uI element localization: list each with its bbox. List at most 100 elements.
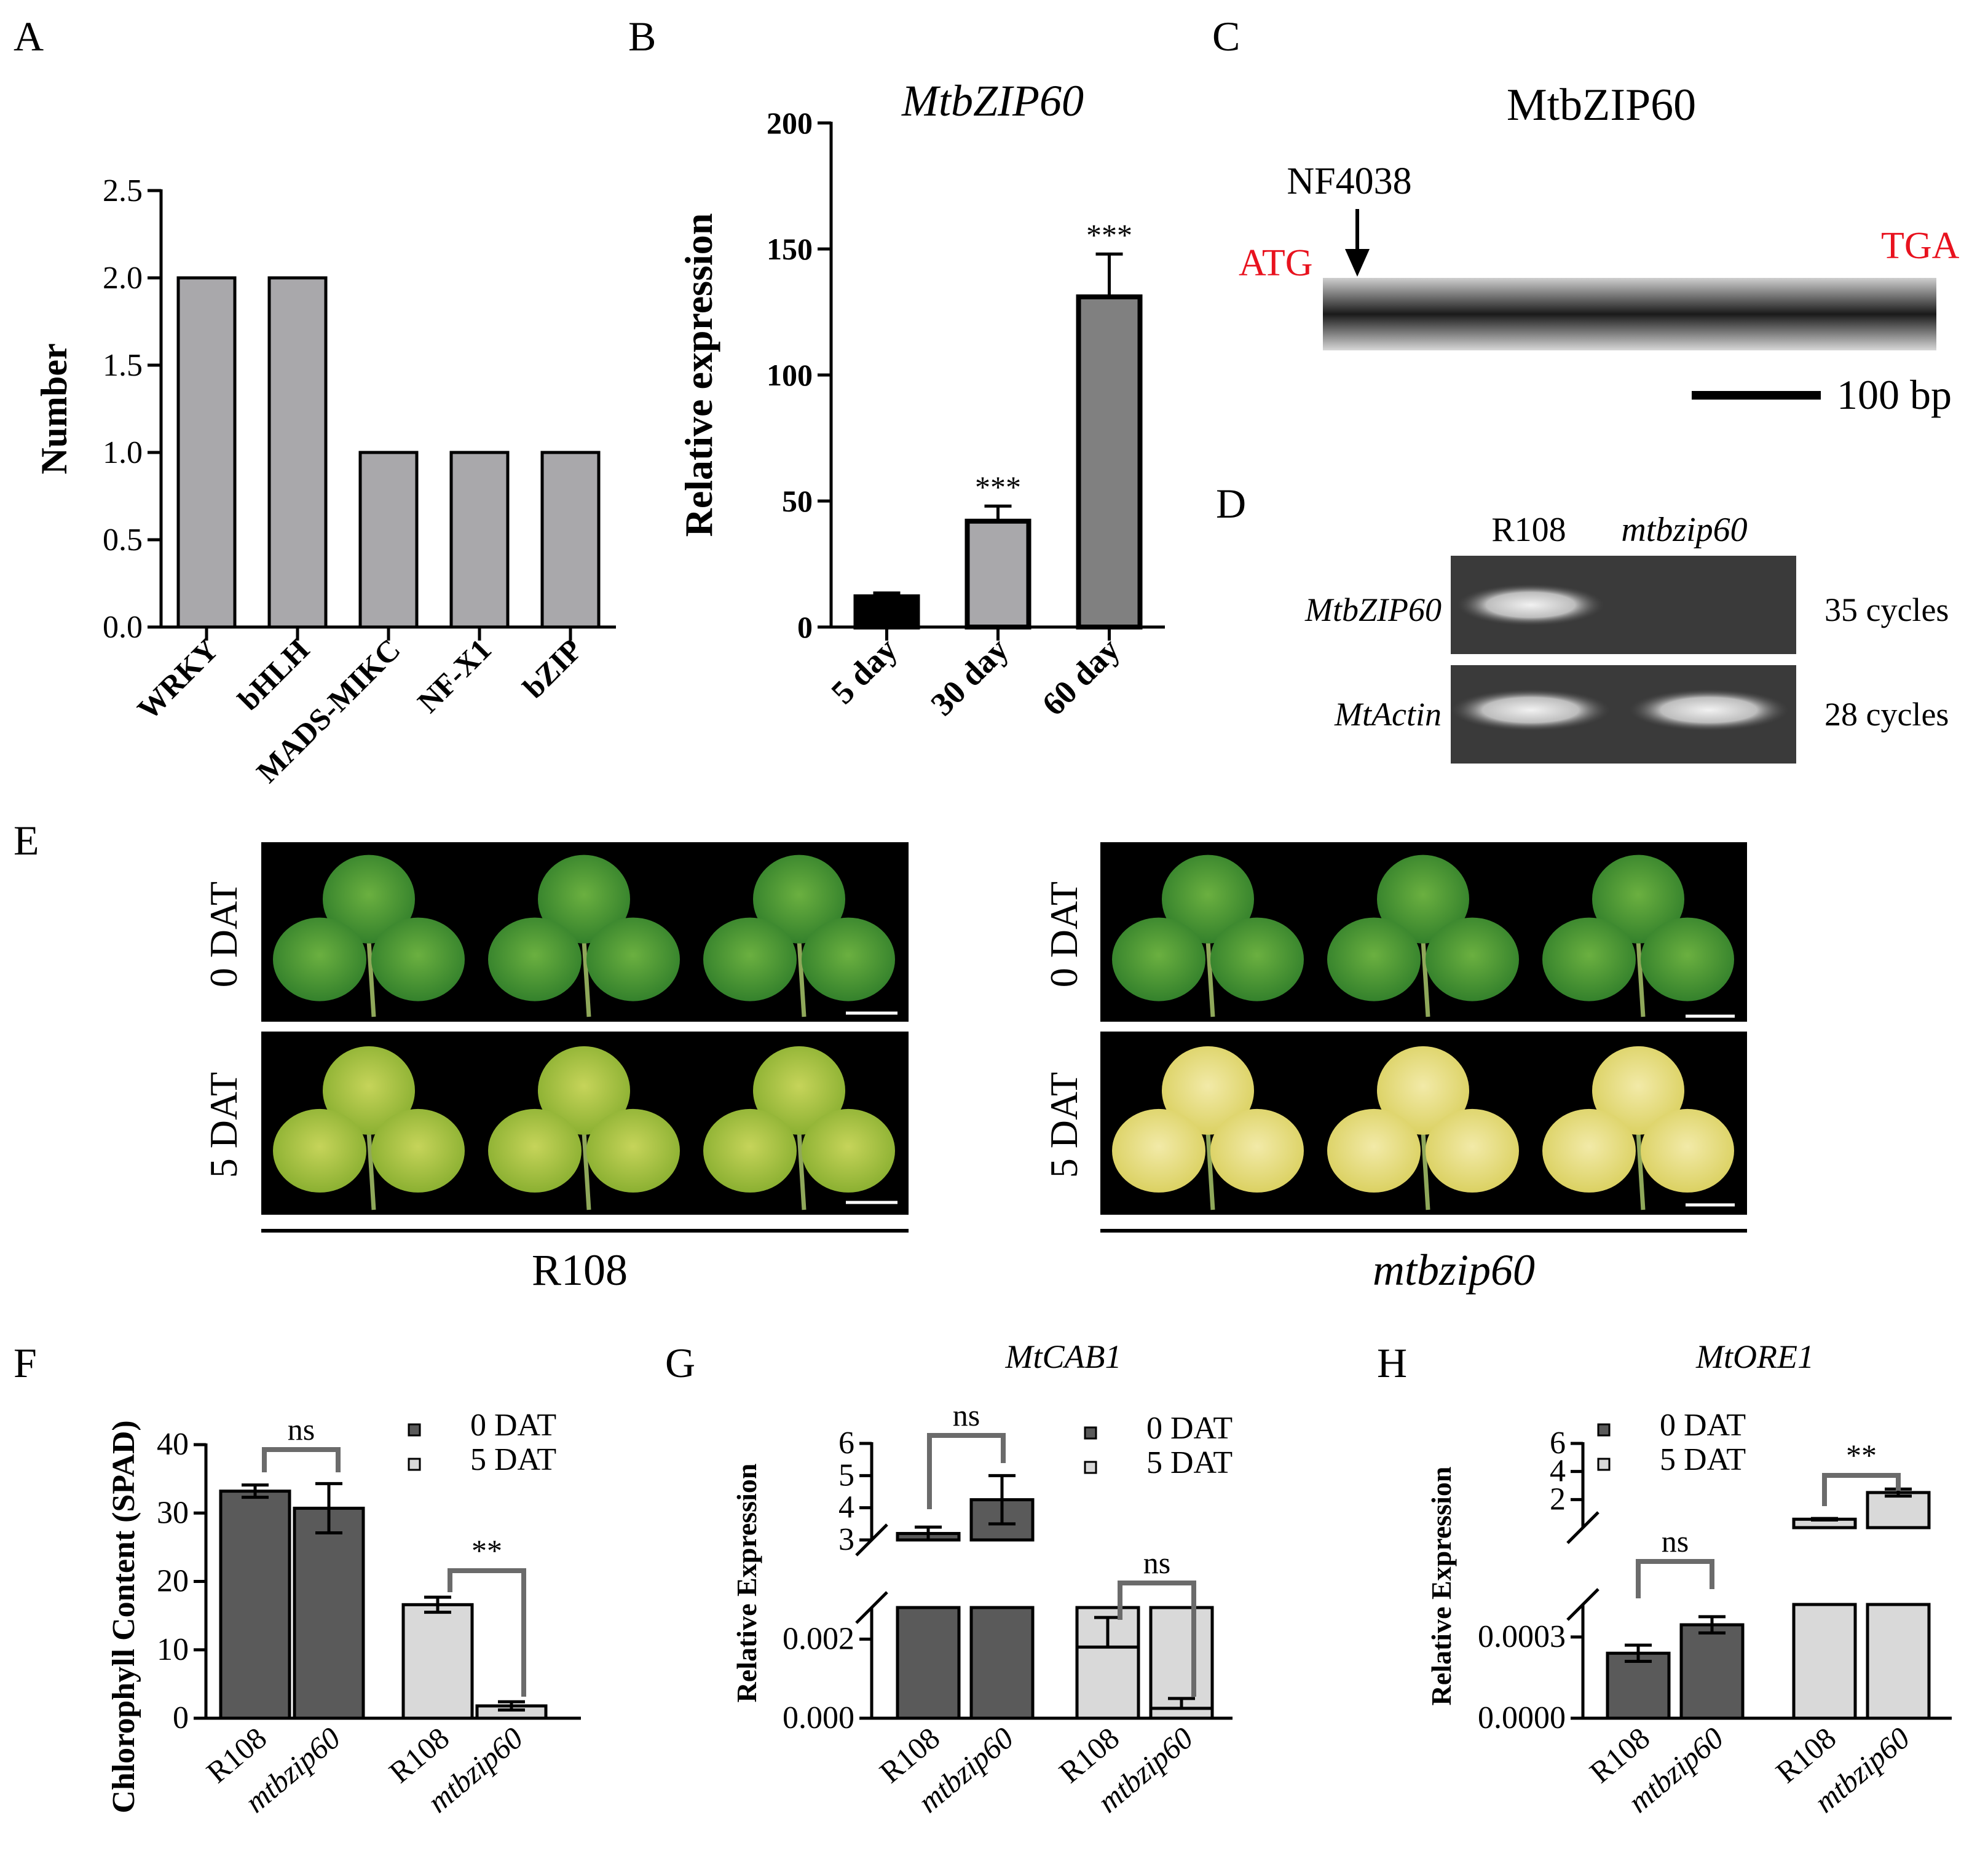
chart-title: MtORE1 <box>1695 1338 1814 1375</box>
legend-label: 5 DAT <box>470 1442 556 1477</box>
leaflet <box>1592 1046 1684 1135</box>
scale-label: 100 bp <box>1837 371 1952 418</box>
y-tick-label: 50 <box>782 484 813 518</box>
row-label-5dat: 5 DAT <box>1042 1072 1086 1178</box>
x-tick-label: 30 day <box>923 631 1016 723</box>
leaflet <box>1592 854 1684 944</box>
panel-label-c: C <box>1212 13 1240 60</box>
chart-title: MtCAB1 <box>1005 1338 1122 1375</box>
x-tick-label: NF-X1 <box>411 632 498 719</box>
legend-label: 5 DAT <box>1660 1442 1746 1477</box>
gene-diagram: MtbZIP60 NF4038 ATG TGA 100 bp <box>1239 80 1960 418</box>
leaflet <box>1112 1108 1205 1193</box>
x-tick-label: bZIP <box>516 632 589 704</box>
y-tick-label: 0.0 <box>103 610 143 645</box>
y-tick-label: 3 <box>838 1522 854 1557</box>
gel-lane-mutant: mtbzip60 <box>1621 511 1747 549</box>
leaflet <box>802 1108 895 1193</box>
leaflet <box>371 917 465 1001</box>
y-tick-label: 200 <box>767 106 813 140</box>
y-tick-label: 6 <box>1550 1426 1566 1461</box>
leaflet <box>538 854 630 944</box>
leaflet <box>1162 854 1254 944</box>
bar <box>449 451 510 629</box>
leaflet <box>703 917 797 1001</box>
significance-label: *** <box>1086 218 1132 252</box>
y-tick-label: 2 <box>1550 1482 1566 1517</box>
bar <box>1679 1623 1745 1720</box>
row-label-0dat: 0 DAT <box>202 882 245 987</box>
x-tick-label: 60 day <box>1035 631 1127 723</box>
leaflet <box>488 917 582 1001</box>
chart-h: MtORE1 Relative Expression 246 0.0000 0.0003… <box>1426 1338 1952 1819</box>
y-tick-label: 0 <box>797 610 813 644</box>
y-tick-label: 40 <box>157 1427 189 1462</box>
leaf-petiole <box>366 941 376 1017</box>
legend-swatch <box>408 1423 421 1437</box>
significance-label: *** <box>975 470 1021 504</box>
leaf-petiole <box>1636 941 1646 1017</box>
leaflet <box>1426 1108 1519 1193</box>
leaflet <box>586 1108 680 1193</box>
legend-swatch <box>1084 1426 1097 1440</box>
y-tick-label: 20 <box>157 1564 189 1599</box>
leaflet <box>1112 917 1205 1001</box>
legend-label: 5 DAT <box>1146 1445 1233 1480</box>
significance-label: ns <box>953 1398 980 1432</box>
leaflet <box>1210 917 1304 1001</box>
y-tick-label: 0.0000 <box>1478 1700 1566 1735</box>
leaflet <box>1641 1108 1734 1193</box>
panel-label-f: F <box>14 1340 37 1386</box>
significance-label: ** <box>471 1533 502 1568</box>
bar <box>401 1603 474 1720</box>
leaf-petiole <box>1205 1132 1215 1210</box>
leaflet <box>703 1108 797 1193</box>
y-tick-label: 0.002 <box>783 1621 854 1656</box>
leaflet <box>1377 854 1469 944</box>
gel-cycles-35: 35 cycles <box>1824 591 1949 628</box>
leaf-petiole <box>1421 941 1430 1017</box>
rt-pcr-gel: R108 mtbzip60 MtbZIP60 MtActin 35 cycles… <box>1304 511 1949 764</box>
bar <box>176 276 237 629</box>
significance-bracket <box>1822 1473 1901 1506</box>
y-tick-label: 30 <box>157 1495 189 1530</box>
chart-b: MtbZIP60 0 50 100 150 200 Relative expression 5… <box>677 76 1165 723</box>
y-axis-label: Number <box>34 343 74 474</box>
legend-label: 0 DAT <box>1660 1408 1746 1443</box>
significance-bracket <box>448 1568 526 1697</box>
bar <box>293 1506 365 1720</box>
significance-label: ns <box>1662 1524 1689 1558</box>
leaflet <box>1327 1108 1421 1193</box>
leaflet <box>1210 1108 1304 1193</box>
bar <box>853 594 920 629</box>
y-tick-label: 1.0 <box>103 435 143 470</box>
significance-bracket <box>1636 1559 1714 1598</box>
significance-label: ns <box>1143 1545 1170 1580</box>
bar <box>1866 1603 1931 1720</box>
genotype-label-r108: R108 <box>532 1245 628 1295</box>
bar <box>964 518 1031 629</box>
row-label-5dat: 5 DAT <box>202 1072 245 1178</box>
bar <box>358 451 419 629</box>
insertion-arrowhead <box>1345 249 1370 277</box>
y-tick-label: 2.0 <box>103 261 143 296</box>
bar <box>267 276 328 629</box>
y-axis-label: Chlorophyll Content (SPAD) <box>106 1420 141 1813</box>
y-tick-label: 5 <box>838 1458 854 1493</box>
y-axis-label: Relative Expression <box>1426 1467 1457 1706</box>
bar <box>969 1606 1035 1720</box>
panel-label-g: G <box>665 1340 695 1386</box>
legend-label: 0 DAT <box>1146 1411 1233 1446</box>
panel-label-e: E <box>14 817 39 864</box>
stop-codon: TGA <box>1881 225 1960 267</box>
insertion-label: NF4038 <box>1287 160 1411 202</box>
gel-gene-mtactin: MtActin <box>1334 696 1442 733</box>
x-tick-label: WRKY <box>130 632 225 727</box>
leaf-photos: 0 DAT 5 DAT 0 DAT 5 DAT R108 mtbzip60 <box>202 842 1747 1295</box>
bar <box>1076 294 1143 629</box>
bar <box>1149 1707 1214 1720</box>
chart-title: MtbZIP60 <box>901 76 1084 125</box>
leaf-petiole <box>1636 1132 1646 1210</box>
